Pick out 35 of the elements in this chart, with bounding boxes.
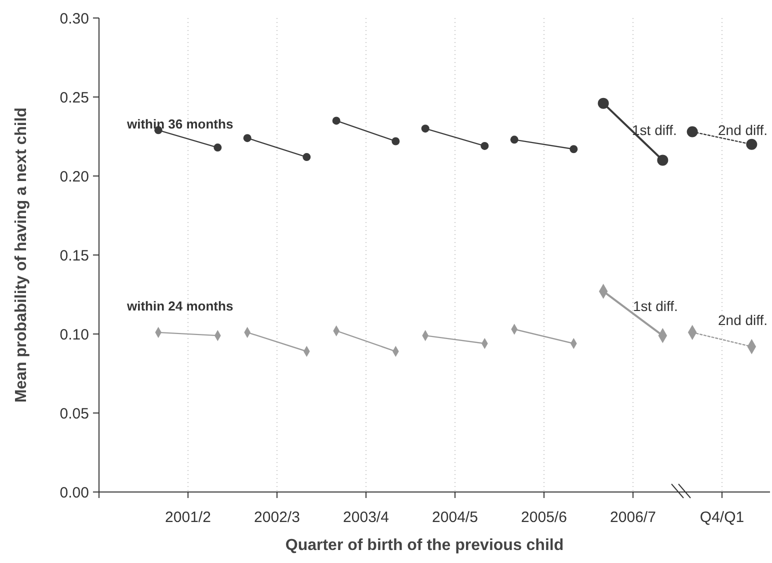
y-axis-title: Mean probability of having a next child — [13, 107, 30, 403]
point — [510, 136, 518, 144]
point — [392, 137, 400, 146]
point — [746, 138, 758, 150]
annotation: 1st diff. — [632, 122, 677, 138]
point — [332, 116, 340, 125]
annotation: 2nd diff. — [718, 122, 768, 138]
x-tick-label: 2004/5 — [432, 509, 478, 526]
point — [214, 144, 222, 152]
y-tick-label: 0.10 — [60, 326, 89, 344]
y-tick-label: 0.30 — [60, 10, 89, 28]
annotation: within 36 months — [126, 116, 234, 132]
x-tick-label: 2001/2 — [165, 509, 211, 526]
x-tick-label: 2002/3 — [254, 509, 300, 526]
x-tick-label: 2003/4 — [343, 509, 389, 526]
point — [686, 126, 698, 138]
x-axis-title: Quarter of birth of the previous child — [285, 537, 564, 554]
point — [657, 154, 668, 166]
point — [598, 98, 609, 109]
annotation: within 24 months — [126, 298, 234, 314]
x-tick-label: 2006/7 — [610, 509, 656, 526]
annotation: 2nd diff. — [718, 312, 768, 328]
y-tick-label: 0.15 — [60, 247, 89, 264]
point — [302, 153, 311, 162]
y-tick-label: 0.20 — [60, 168, 89, 186]
point — [243, 134, 252, 142]
x-tick-label: 2005/6 — [521, 509, 567, 526]
point — [421, 124, 430, 133]
annotation: 1st diff. — [633, 298, 678, 314]
y-tick-label: 0.00 — [60, 484, 89, 502]
point — [480, 142, 489, 150]
point — [570, 145, 578, 154]
x-tick-label: Q4/Q1 — [700, 509, 744, 526]
y-tick-label: 0.25 — [60, 89, 89, 106]
y-tick-label: 0.05 — [60, 405, 89, 422]
